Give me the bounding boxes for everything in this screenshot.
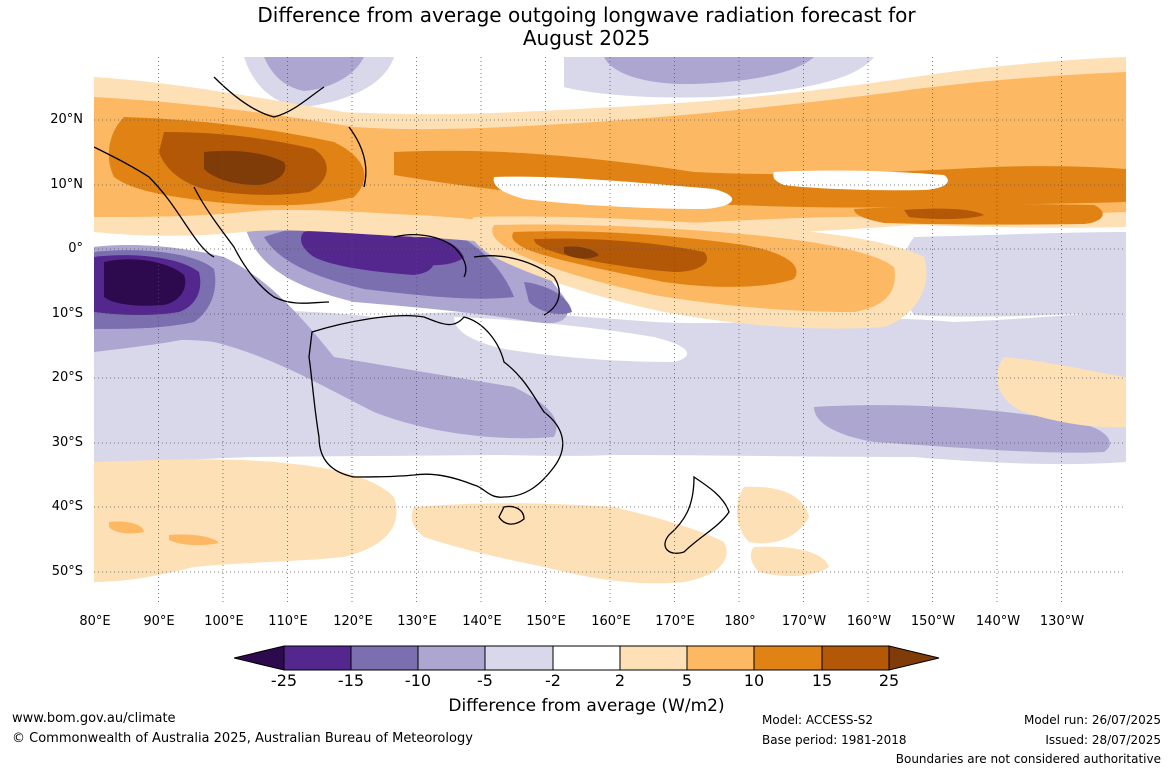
lat-label-0: 0° xyxy=(68,241,83,256)
lat-label-50s: 50°S xyxy=(51,564,83,579)
website-link[interactable]: www.bom.gov.au/climate xyxy=(12,711,176,726)
colorbar-swatch-1 xyxy=(283,645,352,671)
lon-label-130w: 130°W xyxy=(1039,614,1085,629)
lon-label-160e: 160°E xyxy=(591,614,631,629)
colorbar-swatch-2 xyxy=(350,645,419,671)
lon-label-130e: 130°E xyxy=(397,614,437,629)
lon-label-170w: 170°W xyxy=(781,614,827,629)
colorbar-tick-6: 2 xyxy=(614,671,626,690)
colorbar-tick-8: 10 xyxy=(743,671,765,690)
boundaries-disclaimer: Boundaries are not considered authoritat… xyxy=(895,752,1161,766)
anomaly-lightpurple-east xyxy=(900,232,1126,317)
lat-label-20s: 20°S xyxy=(51,370,83,385)
colorbar-tick-1: -25 xyxy=(270,671,298,690)
lon-label-100e: 100°E xyxy=(204,614,244,629)
lat-label-40s: 40°S xyxy=(51,499,83,514)
colorbar-tick-9: 15 xyxy=(811,671,833,690)
colorbar-tick-10: 25 xyxy=(878,671,900,690)
colorbar-tick-3: -10 xyxy=(404,671,432,690)
title-line-2: August 2025 xyxy=(522,26,651,50)
colorbar-swatch-9 xyxy=(821,645,890,671)
colorbar-swatch-4 xyxy=(484,645,554,671)
colorbar-swatch-5 xyxy=(552,645,621,671)
lon-label-150w: 150°W xyxy=(910,614,956,629)
lon-label-140e: 140°E xyxy=(462,614,502,629)
lat-label-30s: 30°S xyxy=(51,435,83,450)
anomaly-orange-south xyxy=(94,459,397,582)
map-canvas xyxy=(94,57,1126,605)
issued-date: Issued: 28/07/2025 xyxy=(1045,733,1161,747)
model-name: Model: ACCESS-S2 xyxy=(762,713,874,727)
map-panel xyxy=(94,57,1126,605)
colorbar-tick-5: -2 xyxy=(545,671,561,690)
lon-label-160w: 160°W xyxy=(846,614,892,629)
colorbar-swatch-8 xyxy=(753,645,823,671)
model-run-date: Model run: 26/07/2025 xyxy=(1023,713,1161,727)
lat-label-10s: 10°S xyxy=(51,306,83,321)
colorbar-tick-4: -5 xyxy=(477,671,493,690)
title-line-1: Difference from average outgoing longwav… xyxy=(257,3,916,27)
coastlines xyxy=(94,76,730,554)
lon-label-140w: 140°W xyxy=(975,614,1021,629)
map-title: Difference from average outgoing longwav… xyxy=(0,4,1173,50)
colorbar-swatch-7 xyxy=(686,645,755,671)
lon-label-80e: 80°E xyxy=(79,614,111,629)
lon-label-180: 180° xyxy=(724,614,756,629)
graticule xyxy=(94,57,1126,605)
lon-label-150e: 150°E xyxy=(526,614,566,629)
lon-label-170e: 170°E xyxy=(655,614,695,629)
lon-label-90e: 90°E xyxy=(143,614,175,629)
colorbar-tick-7: 5 xyxy=(681,671,693,690)
lon-label-110e: 110°E xyxy=(268,614,308,629)
colorbar-swatch-6 xyxy=(619,645,688,671)
lat-label-20n: 20°N xyxy=(50,112,83,127)
colorbar-tick-2: -15 xyxy=(337,671,365,690)
lat-label-10n: 10°N xyxy=(50,177,83,192)
copyright-text: © Commonwealth of Australia 2025, Austra… xyxy=(12,731,473,746)
lon-label-120e: 120°E xyxy=(333,614,373,629)
colorbar xyxy=(234,645,940,671)
colorbar-extend-min xyxy=(234,645,285,671)
colorbar-extend-max xyxy=(888,645,940,671)
colorbar-swatch-3 xyxy=(417,645,486,671)
colorbar-title: Difference from average (W/m2) xyxy=(448,696,725,716)
base-period: Base period: 1981-2018 xyxy=(762,733,907,747)
